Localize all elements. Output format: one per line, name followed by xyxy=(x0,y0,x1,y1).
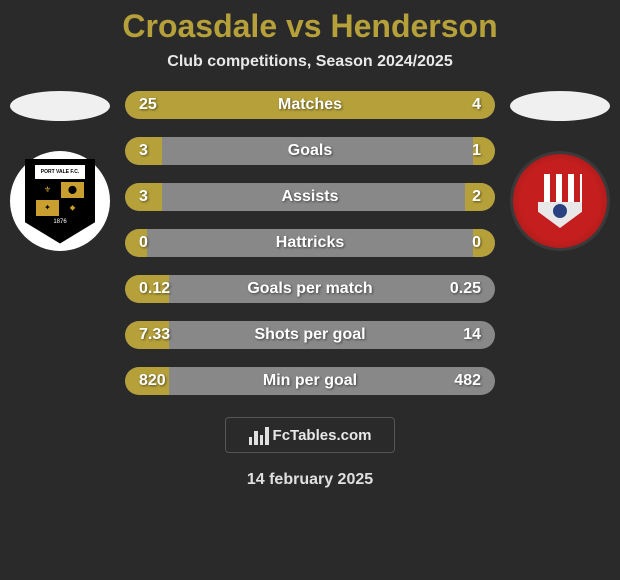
stat-bar: 0 0 Hattricks xyxy=(125,229,495,257)
stat-bar: 3 2 Assists xyxy=(125,183,495,211)
stat-label: Shots per goal xyxy=(254,326,365,344)
left-flag-placeholder xyxy=(10,91,110,121)
comparison-card: Croasdale vs Henderson Club competitions… xyxy=(0,0,620,580)
right-badge-shield xyxy=(538,174,582,228)
left-club-badge: PORT VALE F.C. ⚜ ⬤ ✦ ⬥ 1876 xyxy=(10,151,110,251)
left-badge-name: PORT VALE F.C. xyxy=(35,165,85,179)
stat-value-right: 4 xyxy=(472,96,481,114)
stat-value-left: 0.12 xyxy=(139,280,170,298)
stat-value-left: 25 xyxy=(139,96,157,114)
brand-name: FcTables.com xyxy=(273,427,372,444)
stats-bars-column: 25 4 Matches 3 1 Goals 3 2 Assists 0 0 Hattricks 0.1… xyxy=(125,91,495,395)
left-badge-shield: PORT VALE F.C. ⚜ ⬤ ✦ ⬥ 1876 xyxy=(25,159,95,244)
stat-bar: 25 4 Matches xyxy=(125,91,495,119)
left-badge-quadrants: ⚜ ⬤ ✦ ⬥ xyxy=(35,181,85,217)
stat-value-right: 0.25 xyxy=(450,280,481,298)
stat-value-right: 1 xyxy=(472,142,481,160)
left-badge-cell: ⬤ xyxy=(60,181,85,199)
right-badge-ball-icon xyxy=(553,204,567,218)
stat-label: Goals per match xyxy=(247,280,372,298)
generated-date: 14 february 2025 xyxy=(247,471,373,489)
left-badge-cell: ⚜ xyxy=(35,181,60,199)
right-player-column xyxy=(500,91,620,251)
stat-value-right: 0 xyxy=(472,234,481,252)
left-badge-year: 1876 xyxy=(53,219,66,225)
stat-label: Hattricks xyxy=(276,234,344,252)
page-subtitle: Club competitions, Season 2024/2025 xyxy=(167,53,452,71)
stat-label: Min per goal xyxy=(263,372,357,390)
stat-bar: 7.33 14 Shots per goal xyxy=(125,321,495,349)
stat-value-left: 0 xyxy=(139,234,148,252)
stat-label: Assists xyxy=(282,188,339,206)
stat-label: Goals xyxy=(288,142,332,160)
brand-footer[interactable]: FcTables.com xyxy=(225,417,395,453)
main-content-row: PORT VALE F.C. ⚜ ⬤ ✦ ⬥ 1876 25 4 Matches 3 1… xyxy=(0,91,620,395)
right-badge-stripes xyxy=(538,174,582,202)
stat-value-left: 820 xyxy=(139,372,166,390)
page-title: Croasdale vs Henderson xyxy=(122,8,497,45)
brand-chart-icon xyxy=(249,425,269,445)
stat-value-right: 482 xyxy=(454,372,481,390)
left-badge-cell: ✦ xyxy=(35,199,60,217)
right-flag-placeholder xyxy=(510,91,610,121)
stat-value-left: 3 xyxy=(139,142,148,160)
stat-value-right: 2 xyxy=(472,188,481,206)
left-badge-cell: ⬥ xyxy=(60,199,85,217)
stat-value-right: 14 xyxy=(463,326,481,344)
stat-label: Matches xyxy=(278,96,342,114)
stat-value-left: 3 xyxy=(139,188,148,206)
stat-fill-left xyxy=(125,91,384,119)
stat-value-left: 7.33 xyxy=(139,326,170,344)
right-club-badge xyxy=(510,151,610,251)
left-player-column: PORT VALE F.C. ⚜ ⬤ ✦ ⬥ 1876 xyxy=(0,91,120,251)
stat-bar: 0.12 0.25 Goals per match xyxy=(125,275,495,303)
stat-bar: 3 1 Goals xyxy=(125,137,495,165)
stat-bar: 820 482 Min per goal xyxy=(125,367,495,395)
